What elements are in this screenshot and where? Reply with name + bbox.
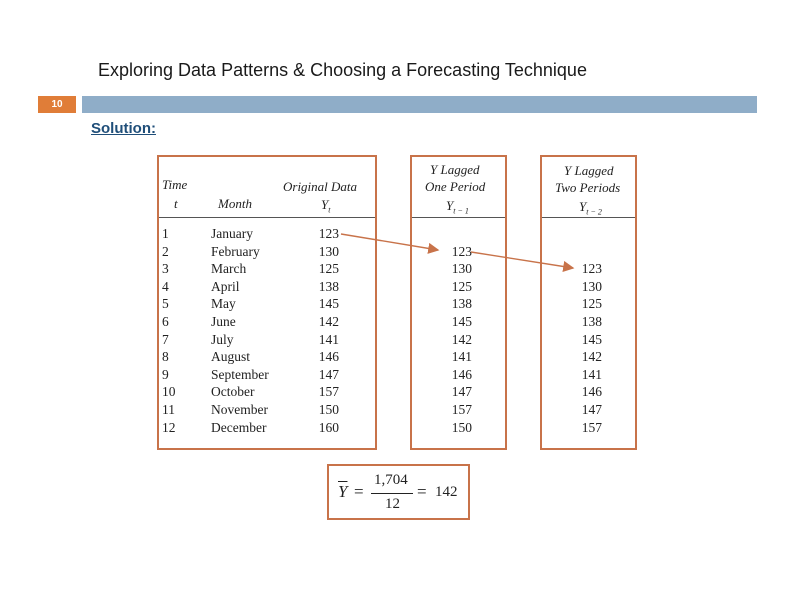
slide-number: 10	[38, 96, 76, 113]
lag2-value-cell: 123	[581, 261, 602, 277]
lag1-value-cell: 141	[451, 349, 472, 365]
lag2-header-sym: Yt − 2	[579, 199, 602, 217]
formula-equals: =	[354, 482, 364, 501]
lag1-header-divider	[412, 217, 505, 218]
header-original-sub: Yt	[321, 197, 331, 215]
lag2-header-divider	[542, 217, 635, 218]
lag2-arrow	[470, 251, 575, 273]
lag2-value-cell: 130	[581, 278, 602, 294]
lag2-value-cell: 138	[581, 314, 602, 329]
lag2-value-cell: 147	[581, 402, 602, 417]
mean-formula: Y = 1,704 12 = 142	[327, 464, 470, 520]
lag1-value-cell: 138	[451, 296, 472, 312]
slide-title: Exploring Data Patterns & Choosing a For…	[98, 60, 587, 80]
lag1-arrow	[340, 233, 440, 254]
header-time: Time	[162, 177, 188, 192]
lag1-value-cell: 150	[451, 419, 472, 435]
time-cell: 10	[162, 384, 176, 400]
lag2-header-line1: Y Lagged	[564, 163, 614, 178]
original-data-table: Time t Month Original Data Yt 1 January 12…	[157, 155, 377, 450]
original-value-cell: 125	[318, 261, 339, 277]
month-cell: May	[211, 296, 236, 312]
formula-result: 142	[435, 484, 458, 500]
time-cell: 11	[162, 402, 175, 417]
time-cell: 4	[162, 278, 169, 294]
month-cell: June	[211, 314, 236, 329]
formula-denominator: 12	[385, 496, 400, 512]
month-cell: August	[211, 349, 251, 365]
time-cell: 8	[162, 349, 169, 365]
original-value-cell: 157	[318, 384, 339, 400]
time-cell: 12	[162, 419, 176, 435]
original-value-cell: 147	[318, 366, 339, 382]
title-bar	[82, 96, 757, 113]
time-cell: 5	[162, 296, 169, 312]
month-cell: January	[211, 226, 253, 241]
original-value-cell: 150	[318, 402, 339, 417]
lag2-value-cell: 125	[581, 296, 602, 312]
lagged-one-period-table: Y Lagged One Period Yt − 1 123 130 125 138 1…	[410, 155, 507, 450]
lag1-value-cell: 123	[451, 243, 472, 259]
original-value-cell: 141	[318, 331, 339, 347]
month-cell: October	[211, 384, 255, 400]
lag1-header-line2: One Period	[425, 179, 486, 194]
lag1-value-cell: 130	[451, 261, 472, 277]
original-value-cell: 123	[318, 226, 339, 241]
month-cell: December	[211, 419, 267, 435]
header-month: Month	[218, 196, 252, 211]
lag2-value-cell: 146	[581, 384, 602, 400]
header-original: Original Data	[283, 179, 358, 194]
time-cell: 1	[162, 226, 169, 241]
header-divider	[159, 217, 375, 218]
lag1-header-line1: Y Lagged	[430, 162, 480, 177]
formula-equals-2: =	[417, 482, 427, 501]
formula-numerator: 1,704	[374, 472, 408, 488]
month-cell: March	[211, 261, 247, 277]
original-value-cell: 160	[318, 419, 339, 435]
month-cell: July	[211, 331, 234, 347]
month-cell: April	[211, 278, 240, 294]
lagged-two-periods-table: Y Lagged Two Periods Yt − 2 123 130 125 138…	[540, 155, 637, 450]
lag2-header-line2: Two Periods	[555, 180, 621, 195]
time-cell: 7	[162, 331, 169, 347]
month-cell: November	[211, 402, 268, 417]
lag1-header-sym: Yt − 1	[446, 198, 469, 216]
lag1-value-cell: 125	[451, 278, 472, 294]
original-value-cell: 145	[318, 296, 339, 312]
lag2-value-cell: 145	[581, 331, 602, 347]
formula-lhs: Y	[338, 482, 348, 501]
month-cell: February	[211, 243, 260, 259]
original-value-cell: 130	[318, 243, 339, 259]
lag2-value-cell: 142	[581, 349, 602, 365]
solution-label: Solution:	[91, 120, 156, 137]
time-cell: 2	[162, 243, 169, 259]
time-cell: 6	[162, 314, 169, 329]
month-cell: September	[211, 366, 269, 382]
original-value-cell: 138	[318, 278, 339, 294]
lag1-value-cell: 147	[451, 384, 472, 400]
time-cell: 3	[162, 261, 169, 277]
lag2-value-cell: 157	[581, 419, 602, 435]
time-cell: 9	[162, 366, 169, 382]
header-time-sub: t	[174, 196, 178, 211]
lag2-value-cell: 141	[581, 366, 602, 382]
original-value-cell: 142	[318, 314, 339, 329]
lag1-value-cell: 146	[451, 366, 472, 382]
lag1-value-cell: 157	[451, 402, 472, 417]
original-value-cell: 146	[318, 349, 339, 365]
fraction-bar	[371, 493, 413, 494]
lag1-value-cell: 145	[451, 314, 472, 329]
lag1-value-cell: 142	[451, 331, 472, 347]
